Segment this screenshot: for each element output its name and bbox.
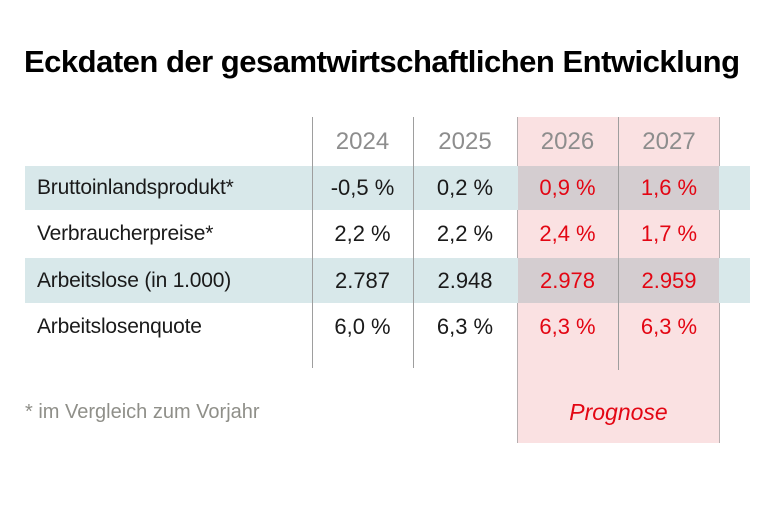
row-label: Bruttoinlandsprodukt*: [37, 176, 234, 199]
value-cell-forecast: 2.978: [539, 267, 596, 293]
table-header-row: 2024 2025 2026 2027: [25, 117, 720, 166]
column-divider: [413, 117, 414, 368]
year-header-2025: 2025: [438, 127, 492, 155]
column-divider: [312, 117, 313, 368]
value-cell-forecast: 1,7 %: [640, 221, 698, 246]
value-cell: 6,0 %: [334, 314, 391, 339]
value-cell: 0,2 %: [436, 175, 494, 200]
column-divider: [618, 117, 619, 370]
value-cell-forecast: 1,6 %: [640, 175, 698, 200]
value-cell-forecast: 6,3 %: [640, 314, 698, 339]
value-cell: 2,2 %: [436, 221, 494, 246]
table-row-arbeitslosenquote: Arbeitslosenquote 6,0 % 6,3 % 6,3 % 6,3 …: [25, 303, 720, 351]
row-label: Arbeitslose (in 1.000): [37, 268, 232, 292]
value-cell-forecast: 2,4 %: [539, 221, 596, 246]
table-row-arbeitslose: Arbeitslose (in 1.000) 2.787 2.948 2.978…: [25, 258, 720, 303]
footnote: * im Vergleich zum Vorjahr: [25, 400, 260, 423]
row-label: Arbeitslosenquote: [37, 315, 202, 338]
value-cell: -0,5 %: [330, 175, 395, 200]
value-cell-forecast: 0,9 %: [539, 175, 596, 200]
year-header-2026: 2026: [540, 127, 595, 155]
value-cell: 2.787: [334, 267, 391, 293]
value-cell: 2.948: [437, 267, 493, 293]
value-cell: 2,2 %: [334, 221, 391, 246]
value-cell: 6,3 %: [436, 314, 494, 339]
table-row-bruttoinlandsprodukt: Bruttoinlandsprodukt* -0,5 % 0,2 % 0,9 %…: [25, 166, 720, 210]
value-cell-forecast: 6,3 %: [539, 314, 596, 339]
page-title: Eckdaten der gesamtwirtschaftlichen Entw…: [24, 44, 740, 79]
year-header-2027: 2027: [642, 127, 696, 155]
row-label: Verbraucherpreise*: [37, 222, 214, 245]
table-row-verbraucherpreise: Verbraucherpreise* 2,2 % 2,2 % 2,4 % 1,7…: [25, 210, 720, 258]
year-header-2024: 2024: [335, 127, 390, 155]
forecast-label: Prognose: [569, 398, 668, 425]
value-cell-forecast: 2.959: [641, 267, 697, 293]
